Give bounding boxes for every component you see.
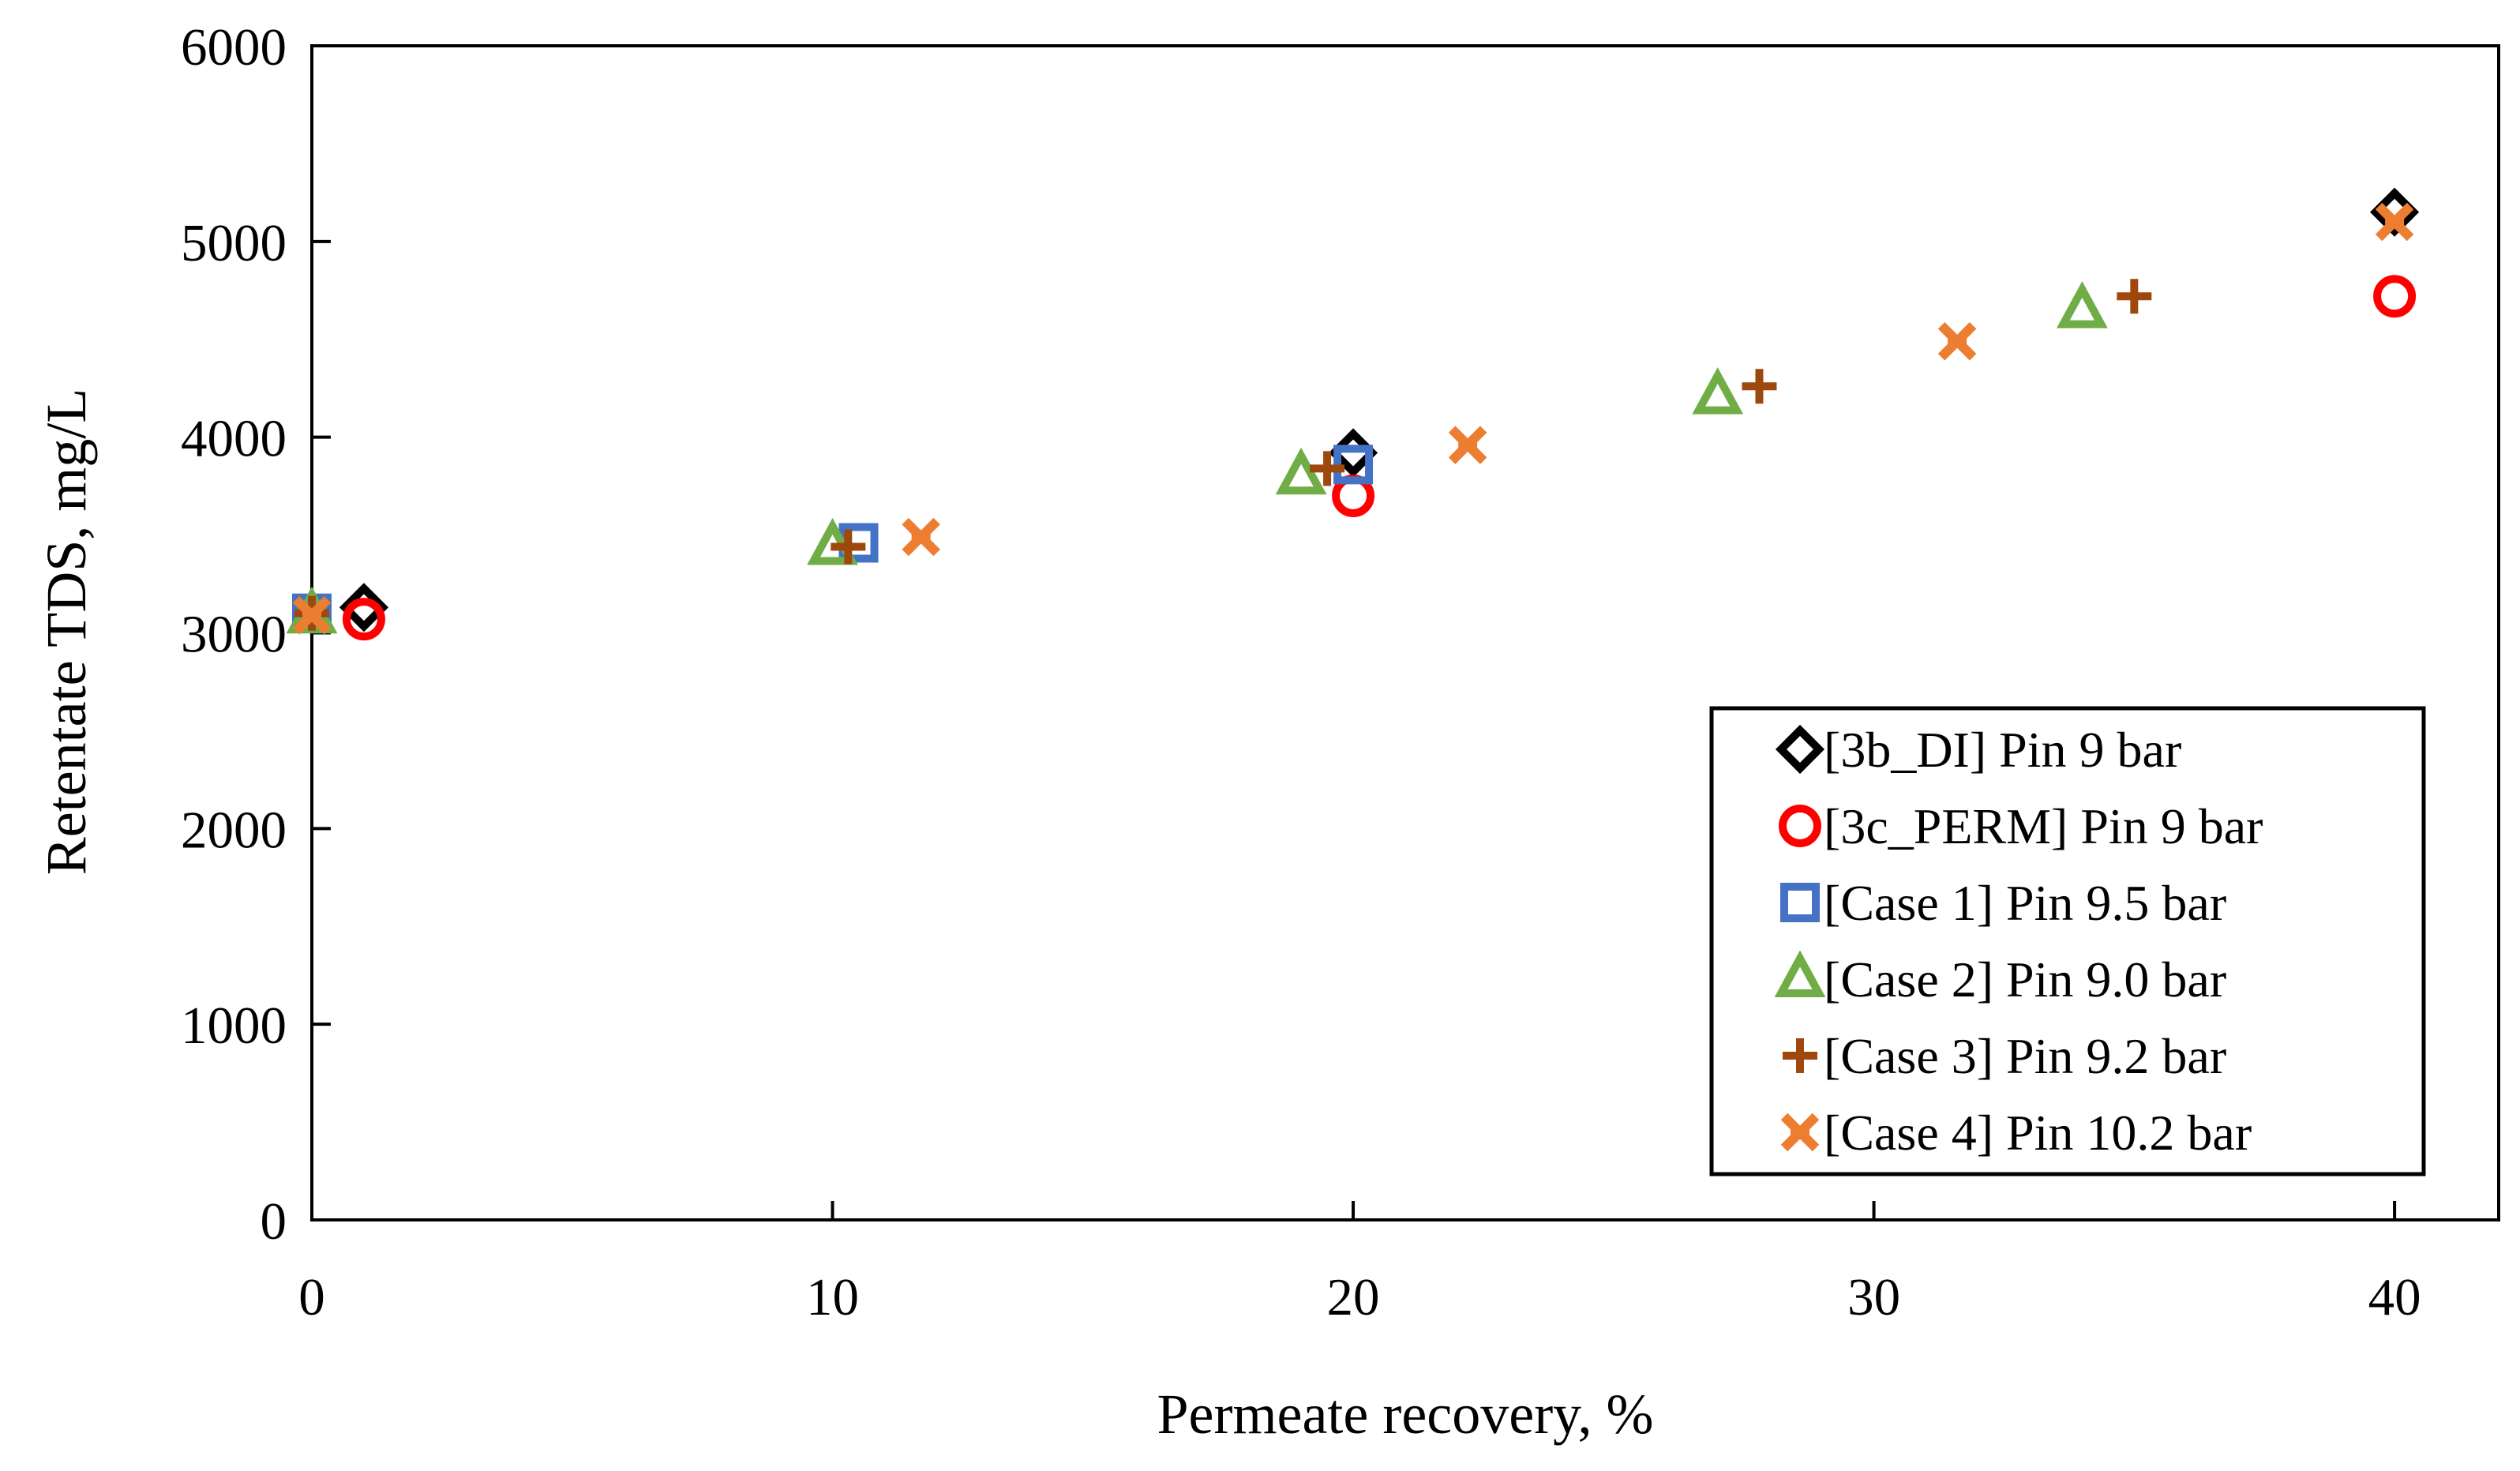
x-tick-label: 40 bbox=[2368, 1268, 2421, 1327]
y-tick-label: 4000 bbox=[181, 410, 287, 468]
data-point-x bbox=[292, 595, 332, 635]
legend-marker-diamond bbox=[1775, 724, 1825, 775]
data-point-circle bbox=[342, 598, 385, 641]
legend-label: [Case 2] Pin 9.0 bar bbox=[1824, 951, 2226, 1008]
y-tick-label: 0 bbox=[261, 1192, 287, 1251]
legend-label: [Case 1] Pin 9.5 bar bbox=[1824, 875, 2226, 931]
data-point-plus bbox=[2117, 279, 2152, 314]
legend-label: [Case 4] Pin 10.2 bar bbox=[1824, 1105, 2252, 1161]
data-point-diamond bbox=[339, 583, 389, 632]
data-point-plus bbox=[1742, 369, 1777, 404]
y-axis-title: Retentate TDS, mg/L bbox=[35, 388, 98, 876]
legend-label: [3b_DI] Pin 9 bar bbox=[1824, 722, 2181, 778]
data-point-triangle bbox=[2056, 281, 2108, 328]
data-point-triangle bbox=[1275, 447, 1327, 495]
data-point-x bbox=[1448, 426, 1487, 464]
legend-marker-x bbox=[1780, 1113, 1820, 1152]
data-point-x bbox=[1937, 321, 1977, 361]
x-tick-label: 10 bbox=[806, 1268, 859, 1327]
data-points bbox=[286, 187, 2420, 641]
data-point-circle bbox=[2373, 275, 2417, 318]
axes: 0 1000 2000 3000 4000 5000 6000 0 10 20 30 40 Permea… bbox=[35, 18, 2500, 1446]
y-tick-label: 5000 bbox=[181, 214, 287, 272]
data-point-plus bbox=[1310, 451, 1345, 486]
data-point-plus bbox=[831, 529, 866, 565]
y-tick-label: 2000 bbox=[181, 801, 287, 859]
legend-box bbox=[1709, 706, 2426, 1176]
legend-label: [3c_PERM] Pin 9 bar bbox=[1824, 798, 2263, 854]
data-point-x bbox=[2375, 202, 2414, 242]
x-tick-label: 0 bbox=[298, 1268, 325, 1327]
legend-marker-square bbox=[1780, 883, 1820, 922]
legend-label: [Case 3] Pin 9.2 bar bbox=[1824, 1028, 2226, 1084]
y-tick-label: 3000 bbox=[181, 606, 287, 664]
x-tick-label: 30 bbox=[1847, 1268, 1900, 1327]
legend: [3b_DI] Pin 9 bar [3c_PERM] Pin 9 bar [Cas… bbox=[1709, 706, 2426, 1176]
legend-marker-circle bbox=[1779, 805, 1821, 847]
x-tick-label: 20 bbox=[1327, 1268, 1380, 1327]
x-axis-title: Permeate recovery, % bbox=[1157, 1383, 1654, 1446]
legend-marker-plus bbox=[1783, 1038, 1817, 1073]
legend-marker-triangle bbox=[1774, 950, 1826, 997]
y-tick-label: 1000 bbox=[181, 996, 287, 1055]
data-point-triangle bbox=[1692, 367, 1744, 415]
data-point-x bbox=[902, 517, 940, 557]
y-tick-label: 6000 bbox=[181, 18, 287, 77]
